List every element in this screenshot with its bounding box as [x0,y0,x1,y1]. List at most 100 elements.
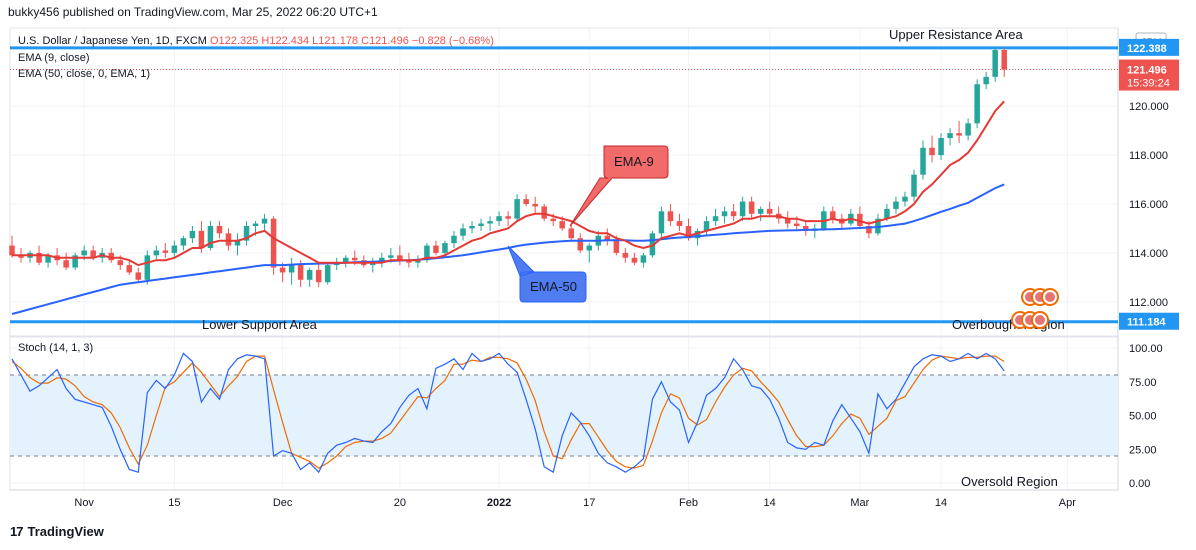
stoch-tick-label: 75.00 [1129,377,1157,389]
countdown-label: 15:39:24 [1127,78,1170,90]
candle-body [514,199,520,219]
time-tick-label: Nov [74,497,94,509]
ema9-line [12,100,1005,267]
candle-body [45,255,51,263]
candle-body [324,265,331,283]
time-tick-label: Mar [850,497,869,509]
candle-body [180,238,187,246]
candle-body [757,208,764,214]
candle-body [911,174,917,197]
candle-body [306,270,313,280]
candle-body [81,250,87,256]
candle-body [379,257,385,263]
candle-body [658,211,665,234]
high-value: H122.434 [261,35,310,47]
time-tick-label: 17 [583,497,595,509]
ema9-callout [569,145,669,227]
candle-body [243,226,250,241]
candle-body [496,216,502,222]
candle-body [884,208,890,219]
ema9-legend: EMA (9, close) [18,52,90,64]
open-value: O122.325 [210,35,259,47]
stoch-legend: Stoch (14, 1, 3) [18,342,94,354]
candle-body [487,221,493,224]
candle-body [225,233,232,246]
tradingview-brand: TradingView [27,524,104,539]
time-tick-label: 14 [935,497,947,509]
candle-body [189,230,196,239]
time-tick-label: 20 [394,497,406,509]
time-tick-label: Dec [273,497,293,509]
price-tick-label: 116.000 [1129,199,1168,211]
candle-body [279,267,286,273]
candle-body [992,50,998,77]
ema50-callout [507,245,587,303]
candle-body [631,257,638,263]
candle-body [397,255,403,261]
candle-body [126,265,133,273]
candle-body [730,211,737,217]
candle-body [866,226,872,234]
candle-body [938,138,944,156]
candle-body [36,252,42,263]
price-tick-label: 112.000 [1129,297,1168,309]
ema50-legend: EMA (50, close, 0, EMA, 1) [18,68,151,80]
candle-body [216,226,223,234]
candle-body [72,255,78,268]
candle-body [63,260,69,268]
time-tick-label: 15 [168,497,180,509]
candle-body [171,245,178,253]
price-tick-label: 114.000 [1129,248,1168,260]
candle-body [902,196,908,202]
candle-body [577,238,584,251]
candle-body [424,245,430,261]
lower-support-label: Lower Support Area [202,317,318,332]
candle-body [1001,50,1007,70]
candle-body [604,235,611,241]
candle-body [352,257,358,261]
candle-body [270,218,277,268]
stoch-tick-label: 50.00 [1129,411,1157,423]
candle-body [451,235,457,244]
candle-body [947,133,953,138]
candle-body [541,206,547,219]
candle-body [288,265,295,273]
ema50-callout-label: EMA-50 [530,279,577,294]
time-tick-label: 2022 [487,497,511,509]
price-tick-label: 118.000 [1129,150,1168,162]
candle-body [415,260,421,263]
symbol-legend: U.S. Dollar / Japanese Yen, 1D, FXCM O12… [18,35,494,47]
ema9-callout-label: EMA-9 [614,154,654,169]
stoch-d-line [11,355,1005,469]
candle-body [478,223,484,226]
support-price-tag [1119,312,1179,330]
candle-body [956,133,962,136]
candle-body [162,250,169,253]
candle-body [559,221,565,229]
candle-body [135,272,142,280]
event-flag-dot [1035,315,1045,325]
candle-body [523,199,529,204]
candle-body [261,218,268,224]
tradingview-footer[interactable]: 17 TradingView [10,524,104,539]
candle-body [234,240,241,246]
candle-body [793,223,800,226]
candle-body [442,243,448,253]
candle-body [568,228,574,239]
ema9-callout-box [569,145,669,227]
candle-body [766,208,773,214]
candle-body [920,147,926,175]
candle-body [207,226,214,248]
time-tick-label: Apr [1059,497,1076,509]
candle-body [622,252,629,258]
candle-body [784,218,791,224]
oversold-region-label: Oversold Region [961,474,1058,489]
candle-body [857,213,863,226]
tradingview-logo-icon: 17 [10,524,24,539]
candle-body [803,226,809,231]
candle-body [748,201,755,214]
candle-body [406,260,412,263]
current-price-tag [1119,59,1179,91]
candle-body [342,257,349,263]
